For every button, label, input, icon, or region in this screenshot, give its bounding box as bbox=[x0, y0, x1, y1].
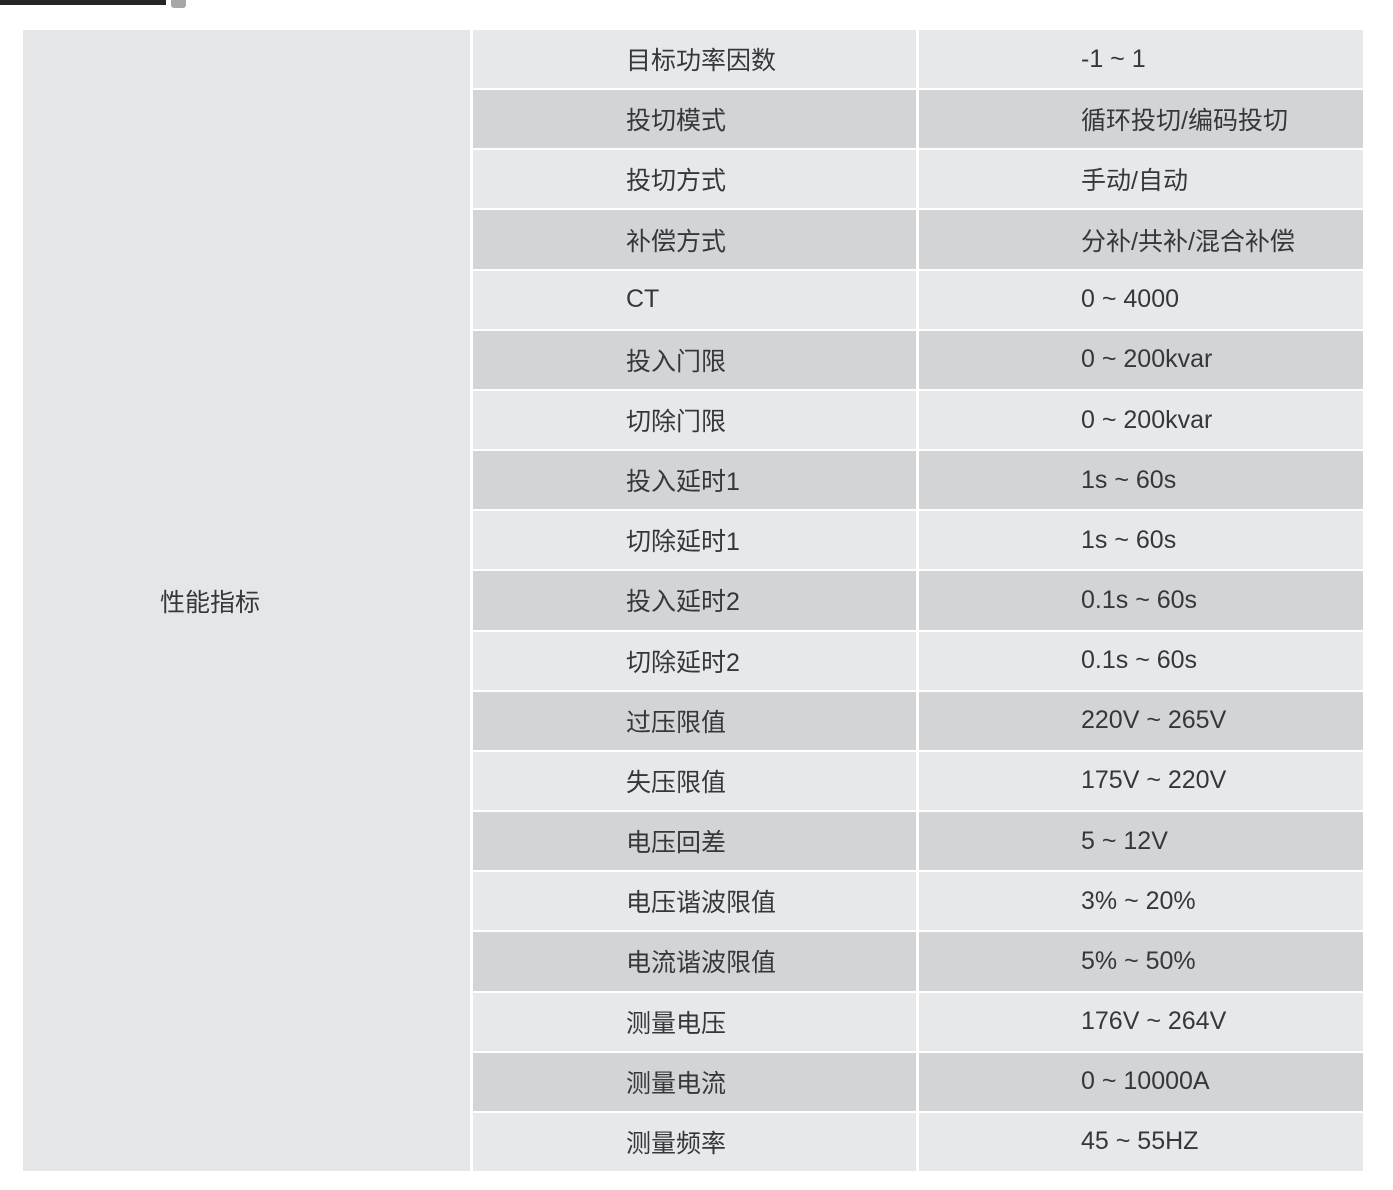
table-row: 投切方式 手动/自动 bbox=[473, 150, 1363, 209]
spec-param-label: 电压谐波限值 bbox=[473, 872, 916, 931]
spec-param-label: CT bbox=[473, 270, 916, 329]
spec-param-value: 0 ~ 200kvar bbox=[919, 390, 1363, 450]
spec-param-value: 1s ~ 60s bbox=[919, 511, 1363, 570]
spec-param-value: 5 ~ 12V bbox=[919, 812, 1363, 871]
spec-param-value: 分补/共补/混合补偿 bbox=[919, 210, 1363, 269]
spec-param-label: 切除延时2 bbox=[473, 631, 916, 690]
table-row: 补偿方式 分补/共补/混合补偿 bbox=[473, 210, 1363, 269]
spec-param-label: 切除门限 bbox=[473, 390, 916, 450]
spec-param-value: 1s ~ 60s bbox=[919, 451, 1363, 510]
spec-param-label: 测量电压 bbox=[473, 992, 916, 1051]
spec-param-label: 电流谐波限值 bbox=[473, 932, 916, 991]
spec-param-value: 0.1s ~ 60s bbox=[919, 571, 1363, 630]
cropped-top-notch bbox=[171, 0, 186, 8]
spec-param-label: 投入延时2 bbox=[473, 571, 916, 630]
spec-param-value: 0 ~ 10000A bbox=[919, 1052, 1363, 1111]
table-row: 目标功率因数 -1 ~ 1 bbox=[473, 30, 1363, 89]
spec-param-value: 45 ~ 55HZ bbox=[919, 1112, 1363, 1171]
spec-param-value: 0 ~ 200kvar bbox=[919, 330, 1363, 389]
spec-param-label: 补偿方式 bbox=[473, 210, 916, 269]
table-row: 投入门限 0 ~ 200kvar bbox=[473, 330, 1363, 389]
spec-param-label: 测量电流 bbox=[473, 1052, 916, 1111]
spec-param-label: 切除延时1 bbox=[473, 511, 916, 570]
spec-param-value: 5% ~ 50% bbox=[919, 932, 1363, 991]
spec-param-label: 过压限值 bbox=[473, 691, 916, 750]
table-row: 失压限值 175V ~ 220V bbox=[473, 751, 1363, 811]
spec-param-value: 3% ~ 20% bbox=[919, 872, 1363, 931]
table-row: 电流谐波限值 5% ~ 50% bbox=[473, 932, 1363, 991]
table-row: 切除延时1 1s ~ 60s bbox=[473, 511, 1363, 570]
spec-param-label: 投入门限 bbox=[473, 330, 916, 389]
cropped-top-bar bbox=[0, 0, 166, 5]
spec-param-value: 循环投切/编码投切 bbox=[919, 90, 1363, 149]
spec-param-value: 0.1s ~ 60s bbox=[919, 631, 1363, 690]
spec-param-value: 176V ~ 264V bbox=[919, 992, 1363, 1051]
table-row: 过压限值 220V ~ 265V bbox=[473, 691, 1363, 750]
spec-param-label: 投入延时1 bbox=[473, 451, 916, 510]
table-row: 测量频率 45 ~ 55HZ bbox=[473, 1112, 1363, 1171]
spec-param-value: 手动/自动 bbox=[919, 150, 1363, 209]
table-row: 投入延时1 1s ~ 60s bbox=[473, 451, 1363, 510]
spec-param-value: -1 ~ 1 bbox=[919, 30, 1363, 89]
table-row: 切除门限 0 ~ 200kvar bbox=[473, 390, 1363, 450]
table-row: 投切模式 循环投切/编码投切 bbox=[473, 90, 1363, 149]
spec-table: 性能指标 目标功率因数 -1 ~ 1 投切模式 循环投切/编码投切 投切方式 手… bbox=[23, 30, 1363, 1171]
spec-param-value: 220V ~ 265V bbox=[919, 691, 1363, 750]
spec-param-label: 失压限值 bbox=[473, 751, 916, 811]
table-row: CT 0 ~ 4000 bbox=[473, 270, 1363, 329]
spec-category-cell: 性能指标 bbox=[23, 30, 470, 1171]
spec-param-label: 电压回差 bbox=[473, 812, 916, 871]
table-row: 测量电压 176V ~ 264V bbox=[473, 992, 1363, 1051]
table-row: 电压回差 5 ~ 12V bbox=[473, 812, 1363, 871]
spec-param-label: 投切方式 bbox=[473, 150, 916, 209]
table-row: 电压谐波限值 3% ~ 20% bbox=[473, 872, 1363, 931]
table-row: 测量电流 0 ~ 10000A bbox=[473, 1052, 1363, 1111]
spec-param-label: 投切模式 bbox=[473, 90, 916, 149]
spec-param-label: 测量频率 bbox=[473, 1112, 916, 1171]
table-row: 切除延时2 0.1s ~ 60s bbox=[473, 631, 1363, 690]
spec-param-label: 目标功率因数 bbox=[473, 30, 916, 89]
spec-table-rows: 目标功率因数 -1 ~ 1 投切模式 循环投切/编码投切 投切方式 手动/自动 … bbox=[473, 30, 1363, 1171]
table-row: 投入延时2 0.1s ~ 60s bbox=[473, 571, 1363, 630]
spec-param-value: 0 ~ 4000 bbox=[919, 270, 1363, 329]
spec-param-value: 175V ~ 220V bbox=[919, 751, 1363, 811]
